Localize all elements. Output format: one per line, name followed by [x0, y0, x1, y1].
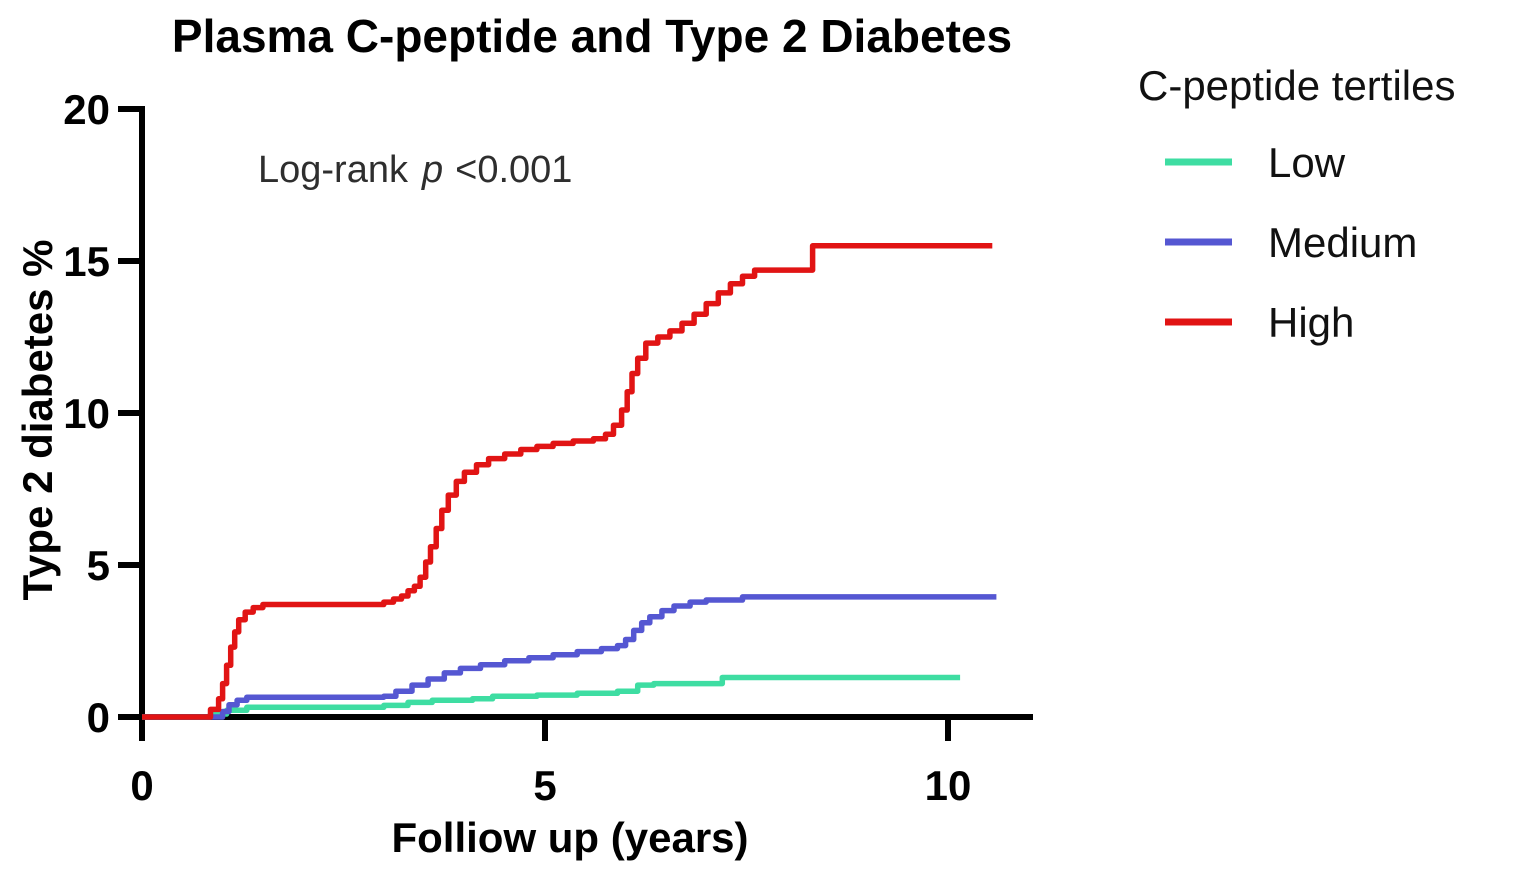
x-tick-label-0: 0	[130, 762, 153, 809]
y-axis-tick-labels: 0 5 10 15 20	[63, 86, 110, 741]
x-axis-tick-labels: 0 5 10	[130, 762, 971, 809]
y-tick-label-15: 15	[63, 238, 110, 285]
y-axis-label: Type 2 diabetes %	[14, 239, 61, 600]
x-tick-label-10: 10	[925, 762, 972, 809]
legend-title: C-peptide tertiles	[1138, 62, 1455, 109]
survival-curves	[142, 243, 997, 720]
legend-label-high: High	[1268, 299, 1354, 346]
y-tick-label-20: 20	[63, 86, 110, 133]
plot-axes	[139, 106, 1033, 720]
curve-high	[142, 243, 993, 720]
y-tick-label-10: 10	[63, 390, 110, 437]
log-rank-p-symbol: p	[421, 149, 443, 191]
curve-low	[142, 674, 961, 720]
log-rank-prefix: Log-rank	[258, 149, 409, 191]
legend-label-medium: Medium	[1268, 219, 1417, 266]
legend-item-high: High	[1165, 299, 1354, 346]
x-axis-label: Folliow up (years)	[391, 814, 748, 861]
legend-item-medium: Medium	[1165, 219, 1417, 266]
legend-item-low: Low	[1165, 139, 1346, 186]
y-tick-label-0: 0	[87, 694, 110, 741]
figure-title: Plasma C-peptide and Type 2 Diabetes	[172, 10, 1012, 62]
x-tick-label-5: 5	[533, 762, 556, 809]
legend-label-low: Low	[1268, 139, 1346, 186]
y-tick-label-5: 5	[87, 542, 110, 589]
curve-medium	[142, 594, 997, 720]
log-rank-annotation: Log-rank p <0.001	[258, 149, 572, 191]
legend: C-peptide tertiles Low Medium High	[1138, 62, 1455, 346]
log-rank-value: <0.001	[455, 149, 572, 191]
y-axis-ticks	[118, 106, 142, 720]
x-axis-ticks	[139, 717, 951, 741]
